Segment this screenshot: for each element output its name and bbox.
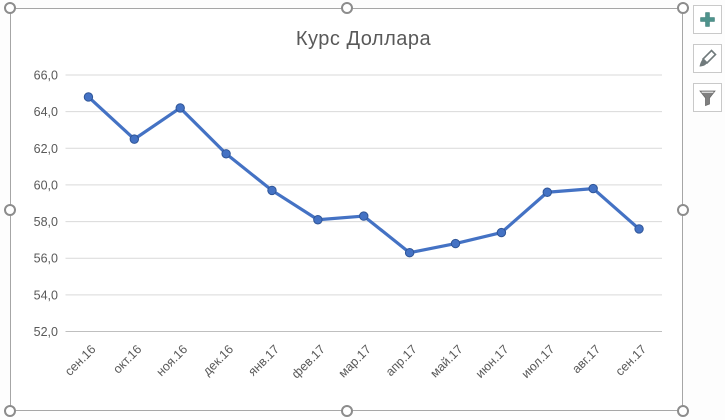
data-point[interactable] — [450, 238, 461, 249]
y-tick-label: 52,0 — [34, 325, 58, 339]
x-tick-label: июл.17 — [519, 342, 558, 381]
data-point[interactable] — [496, 227, 507, 238]
chart-title[interactable]: Курс Доллара — [295, 28, 432, 50]
data-point[interactable] — [129, 134, 140, 144]
x-tick-label: фев.17 — [289, 342, 328, 381]
x-tick-label: окт.16 — [110, 342, 144, 376]
resize-handle-top-middle[interactable] — [341, 2, 353, 14]
chart-styles-button[interactable] — [693, 44, 722, 73]
resize-handle-bottom-right[interactable] — [677, 405, 689, 417]
gridlines — [65, 74, 662, 332]
x-tick-label: июн.17 — [473, 342, 512, 381]
data-point[interactable] — [83, 92, 94, 102]
y-tick-label: 66,0 — [34, 69, 58, 83]
resize-handle-top-right[interactable] — [677, 2, 689, 14]
data-point[interactable] — [588, 183, 598, 194]
y-axis-labels[interactable]: 66,0 64,0 62,0 60,0 58,0 56,0 54,0 52,0 — [34, 69, 58, 340]
x-tick-label: апр.17 — [383, 342, 420, 379]
x-tick-label: янв.17 — [246, 342, 283, 379]
chart-elements-button[interactable] — [693, 5, 722, 34]
data-point[interactable] — [634, 224, 644, 234]
x-tick-label: мар.17 — [336, 342, 374, 380]
x-tick-label: май.17 — [428, 342, 466, 380]
y-tick-label: 58,0 — [34, 215, 58, 229]
data-series[interactable] — [83, 92, 644, 258]
data-point[interactable] — [542, 187, 552, 197]
data-series-line[interactable] — [86, 95, 641, 255]
data-point[interactable] — [221, 149, 231, 159]
plus-icon — [700, 12, 715, 27]
filter-icon — [699, 90, 716, 107]
y-tick-label: 54,0 — [34, 288, 58, 302]
y-tick-label: 60,0 — [34, 178, 58, 192]
x-tick-label: авг.17 — [569, 342, 603, 376]
chart-filters-button[interactable] — [693, 83, 722, 112]
chart-quick-buttons — [693, 5, 723, 122]
x-tick-label: ноя.16 — [154, 342, 191, 379]
x-axis-labels[interactable]: сен.16 окт.16 ноя.16 дек.16 янв.17 фев.17 мар.… — [62, 342, 649, 381]
data-point[interactable] — [404, 248, 415, 258]
x-tick-label: сен.16 — [62, 342, 98, 378]
chart-background[interactable] — [11, 9, 682, 410]
x-tick-label: дек.16 — [200, 342, 236, 378]
y-tick-label: 64,0 — [34, 105, 58, 119]
resize-handle-top-left[interactable] — [4, 2, 16, 14]
resize-handle-bottom-left[interactable] — [4, 405, 16, 417]
data-point[interactable] — [359, 211, 369, 221]
x-tick-label: сен.17 — [613, 342, 649, 378]
brush-icon — [699, 49, 717, 67]
y-tick-label: 56,0 — [34, 252, 58, 266]
resize-handle-middle-right[interactable] — [677, 204, 689, 216]
data-point[interactable] — [267, 185, 277, 196]
resize-handle-middle-left[interactable] — [4, 204, 16, 216]
data-point[interactable] — [313, 215, 323, 225]
resize-handle-bottom-middle[interactable] — [341, 405, 353, 417]
y-tick-label: 62,0 — [34, 142, 58, 156]
data-point[interactable] — [175, 103, 185, 113]
